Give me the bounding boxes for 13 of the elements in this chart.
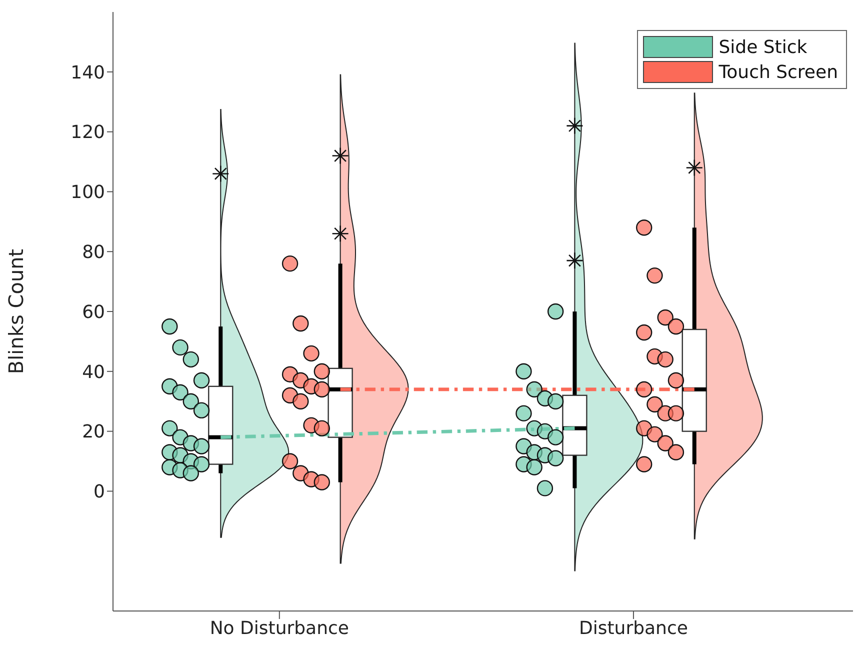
legend-label: Side Stick [718,36,808,58]
y-tick-label: 100 [70,182,105,204]
y-tick-label: 120 [70,122,105,144]
legend-label: Touch Screen [718,62,838,82]
y-tick-label: 80 [82,242,105,263]
x-tick-label: Disturbance [579,618,688,639]
x-tick-label: No Disturbance [210,618,349,639]
y-axis-title: Blinks Count [4,248,28,374]
y-tick-label: 20 [82,422,105,443]
y-tick-label: 60 [82,302,105,323]
y-tick-label: 0 [94,482,105,503]
y-tick-label: 40 [82,362,105,383]
y-tick-label: 140 [70,62,105,84]
